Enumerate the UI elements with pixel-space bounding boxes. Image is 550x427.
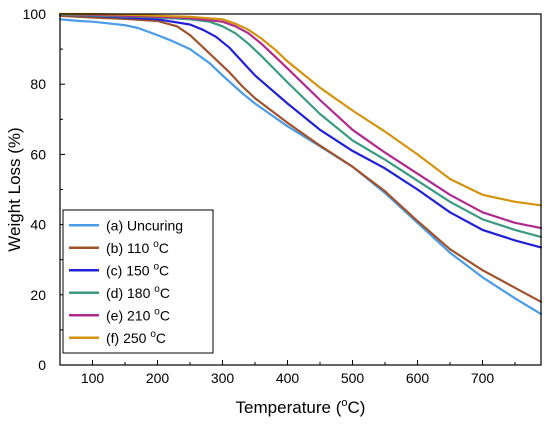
series-line-2 — [58, 14, 543, 303]
legend-label: (f) 250 oC — [106, 329, 166, 346]
legend-label-sup: o — [153, 239, 159, 250]
series-layer — [58, 12, 543, 316]
x-tick-label: 400 — [276, 370, 300, 386]
series-line-5 — [58, 12, 543, 230]
legend-label-sup: o — [154, 284, 160, 295]
legend-label-main: (c) 150 — [106, 262, 153, 278]
legend-label-main: (f) 250 — [106, 330, 150, 346]
y-tick-label: 60 — [30, 146, 46, 162]
y-tick-label: 20 — [30, 287, 46, 303]
x-axis-label: Temperature (oC) — [236, 397, 366, 417]
x-tick-label: 600 — [406, 370, 430, 386]
x-axis-label-suffix: C) — [348, 398, 366, 417]
legend-label: (d) 180 oC — [106, 284, 170, 301]
x-axis-label-sup: o — [341, 397, 347, 409]
legend-box — [62, 209, 214, 354]
x-tick-label: 200 — [146, 370, 170, 386]
x-tick-label: 100 — [81, 370, 105, 386]
legend-label-sup: o — [154, 306, 160, 317]
legend-label: (c) 150 oC — [106, 261, 169, 278]
y-tick-label: 80 — [30, 76, 46, 92]
legend-label-suffix: C — [156, 330, 166, 346]
series-line-6 — [58, 12, 543, 207]
x-tick-label: 300 — [211, 370, 235, 386]
x-tick-label: 700 — [471, 370, 495, 386]
legend-label-main: (a) Uncuring — [106, 217, 183, 233]
legend-label-suffix: C — [159, 240, 169, 256]
legend: (a) Uncuring(b) 110 oC(c) 150 oC(d) 180 … — [62, 209, 214, 354]
y-tick-label: 100 — [23, 6, 47, 22]
series-line-3 — [58, 13, 543, 249]
y-axis-label: Weight Loss (%) — [5, 127, 24, 251]
legend-label-main: (d) 180 — [106, 285, 154, 301]
x-tick-label: 500 — [341, 370, 365, 386]
series-line-1 — [58, 18, 543, 316]
legend-label: (b) 110 oC — [106, 239, 169, 256]
x-axis-label-main: Temperature ( — [236, 398, 342, 417]
legend-label-suffix: C — [160, 285, 170, 301]
ticks-layer: 100 200 300 400 500 600 700 0 20 40 60 80 100 — [23, 6, 516, 386]
legend-label-suffix: C — [159, 262, 169, 278]
legend-label-sup: o — [153, 261, 159, 272]
legend-label-suffix: C — [160, 307, 170, 323]
series-line-4 — [58, 13, 543, 238]
legend-label: (a) Uncuring — [106, 217, 183, 233]
y-tick-label: 0 — [38, 357, 46, 373]
legend-label-sup: o — [150, 329, 156, 340]
legend-label-main: (e) 210 — [106, 307, 154, 323]
legend-label: (e) 210 oC — [106, 306, 170, 323]
legend-label-main: (b) 110 — [106, 240, 153, 256]
y-tick-label: 40 — [30, 217, 46, 233]
